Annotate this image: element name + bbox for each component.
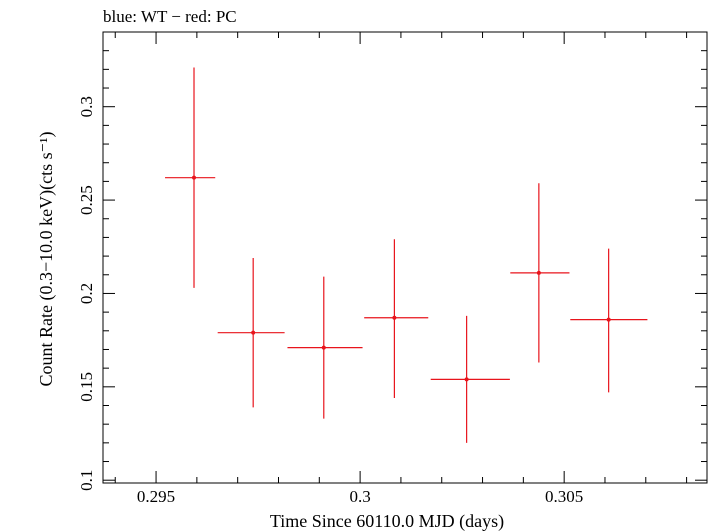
chart-title: blue: WT − red: PC bbox=[103, 7, 237, 26]
data-point-marker bbox=[251, 330, 256, 335]
data-point-marker bbox=[392, 315, 397, 320]
y-tick-label: 0.3 bbox=[77, 96, 96, 117]
data-point-group bbox=[165, 67, 216, 288]
y-axis-label: Count Rate (0.3−10.0 keV)(cts s⁻¹) bbox=[36, 131, 57, 386]
data-point-marker bbox=[464, 377, 469, 382]
data-point-group bbox=[570, 248, 648, 393]
y-tick-label: 0.2 bbox=[77, 283, 96, 304]
y-tick-label: 0.15 bbox=[77, 372, 96, 402]
axis-ticks: 0.295 0.3 0.305 0.1 0.15 0.2 0.25 0.3 bbox=[77, 31, 707, 506]
data-point-marker bbox=[321, 345, 326, 350]
data-point-marker bbox=[536, 270, 541, 275]
data-point-group bbox=[510, 183, 570, 363]
data-series bbox=[165, 67, 648, 443]
data-point-group bbox=[364, 239, 429, 399]
data-point-group bbox=[430, 315, 510, 443]
x-tick-label: 0.3 bbox=[349, 487, 370, 506]
plot-frame bbox=[102, 31, 708, 484]
data-point-group bbox=[217, 257, 285, 408]
data-point-marker bbox=[606, 317, 611, 322]
data-point-group bbox=[287, 276, 363, 419]
x-tick-label: 0.305 bbox=[545, 487, 583, 506]
y-tick-label: 0.25 bbox=[77, 185, 96, 215]
x-axis-label: Time Since 60110.0 MJD (days) bbox=[270, 511, 504, 532]
y-tick-label: 0.1 bbox=[77, 470, 96, 491]
x-tick-label: 0.295 bbox=[137, 487, 175, 506]
data-point-marker bbox=[192, 175, 197, 180]
